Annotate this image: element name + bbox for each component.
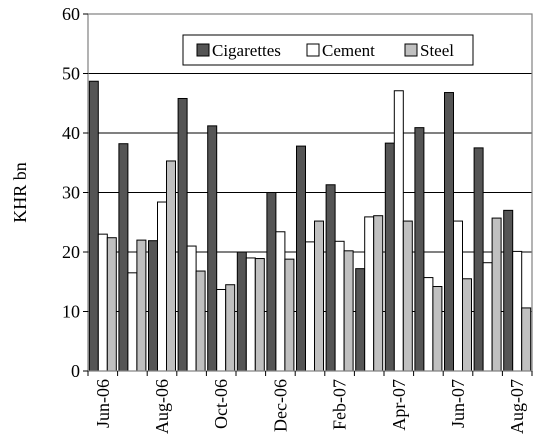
- x-tick-label: Jun-06: [93, 379, 113, 428]
- x-tick-label: Aug-07: [507, 379, 527, 434]
- x-axis: Jun-06 Aug-06 Oct-06 Dec-06 Feb-07 Apr-07 Jun-…: [87, 371, 533, 434]
- bar-cement-aug-06: [157, 201, 167, 372]
- y-tick-label: 0: [71, 361, 80, 381]
- x-tick-label: Dec-06: [270, 379, 290, 432]
- y-tick-label: 10: [62, 302, 80, 322]
- legend-swatch-cement: [306, 43, 320, 57]
- bar-cement-jun-06: [97, 233, 108, 372]
- bar-cement-jul-07: [482, 262, 493, 372]
- legend-label-cigarettes: Cigarettes: [212, 41, 281, 60]
- bar-steel-nov-06: [254, 258, 265, 372]
- bar-cigarettes-mar-07: [355, 268, 366, 372]
- bar-cigarettes-nov-06: [236, 251, 247, 372]
- bar-cigarettes-jun-07: [444, 92, 454, 372]
- bar-cigarettes-jun-06: [88, 80, 99, 372]
- bar-cement-mar-07: [364, 216, 375, 372]
- y-tick-label: 20: [62, 242, 80, 262]
- x-tick-label: Feb-07: [330, 379, 350, 430]
- bar-cigarettes-feb-07: [325, 184, 336, 372]
- bar-cement-jan-07: [305, 241, 315, 372]
- bar-steel-aug-06: [166, 160, 176, 372]
- bar-steel-jan-07: [314, 220, 324, 372]
- bar-steel-apr-07: [402, 220, 413, 372]
- bar-cigarettes-oct-06: [207, 125, 218, 372]
- bar-cement-sep-06: [186, 245, 197, 372]
- bar-steel-mar-07: [373, 215, 384, 372]
- legend-label-cement: Cement: [322, 41, 375, 60]
- bar-steel-may-07: [432, 286, 443, 372]
- bar-cigarettes-jul-06: [118, 143, 129, 372]
- bar-cigarettes-sep-06: [177, 97, 188, 372]
- bar-cigarettes-aug-07: [503, 209, 514, 372]
- legend-box: [182, 34, 474, 66]
- y-tick-label: 50: [62, 64, 80, 84]
- bars: [88, 80, 532, 372]
- bar-cigarettes-may-07: [414, 127, 425, 372]
- bar-cement-jul-06: [127, 272, 138, 372]
- bar-cement-nov-06: [245, 257, 256, 372]
- bar-steel-jun-06: [106, 237, 117, 372]
- y-axis-label: KHR bn: [10, 162, 30, 223]
- legend-swatch-steel: [404, 43, 418, 57]
- bar-cement-jun-07: [453, 220, 463, 372]
- bar-steel-jul-07: [491, 217, 502, 372]
- bar-cement-aug-07: [512, 250, 523, 372]
- bar-cigarettes-jan-07: [296, 145, 306, 372]
- bar-cement-apr-07: [393, 90, 404, 372]
- bar-cement-may-07: [423, 277, 434, 372]
- bar-cigarettes-apr-07: [384, 142, 395, 372]
- legend-swatch-cigarettes: [196, 43, 210, 57]
- bar-steel-aug-07: [521, 307, 532, 372]
- y-tick-label: 60: [62, 4, 80, 24]
- legend: Cigarettes Cement Steel: [182, 34, 474, 66]
- bar-steel-jul-06: [136, 239, 147, 372]
- bar-steel-oct-06: [225, 284, 236, 372]
- bar-cigarettes-dec-06: [266, 192, 277, 372]
- bar-cement-dec-06: [275, 231, 286, 372]
- x-tick-label: Aug-06: [152, 379, 172, 434]
- legend-label-steel: Steel: [420, 41, 454, 60]
- x-tick-label: Apr-07: [389, 379, 409, 431]
- x-tick-label: Jun-07: [448, 379, 468, 428]
- bar-cigarettes-jul-07: [473, 147, 484, 372]
- bar-cigarettes-aug-06: [148, 240, 158, 372]
- x-tick-label: Oct-06: [211, 379, 231, 429]
- bar-steel-jun-07: [462, 278, 472, 372]
- bar-steel-feb-07: [343, 250, 354, 372]
- y-axis: 0 10 20 30 40 50 60: [62, 4, 88, 381]
- y-tick-label: 40: [62, 123, 80, 143]
- bar-steel-dec-06: [284, 258, 295, 372]
- bar-cement-feb-07: [334, 240, 345, 372]
- bar-cement-oct-06: [216, 288, 227, 372]
- bar-steel-sep-06: [195, 270, 206, 372]
- y-tick-label: 30: [62, 183, 80, 203]
